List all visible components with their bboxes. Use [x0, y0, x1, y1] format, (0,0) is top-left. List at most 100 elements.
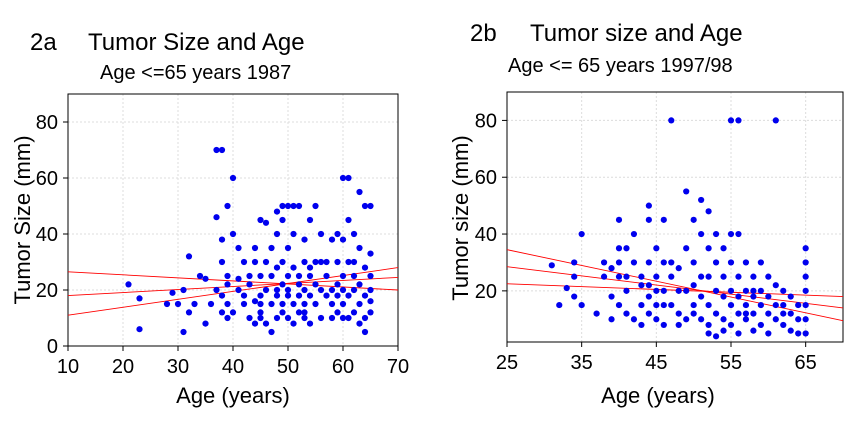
panel-a-data-point	[207, 300, 215, 308]
panel-b-data-point	[698, 230, 705, 238]
panel-a-data-point	[185, 253, 193, 260]
panel-a-data-point	[328, 236, 336, 243]
panel-a-data-point	[361, 328, 369, 336]
panel-a-data-point	[218, 236, 226, 243]
panel-b-data-point	[705, 273, 712, 280]
panel-a-data-point	[284, 244, 292, 252]
panel-a-data-point	[290, 320, 297, 327]
panel-a-data-point	[213, 286, 220, 294]
panel-a-data-point	[279, 309, 286, 316]
panel-b-y-tick-label: 20	[475, 281, 497, 303]
panel-a-data-point	[367, 286, 374, 294]
panel-a-x-tick-label: 60	[332, 356, 354, 378]
panel-a-data-point	[235, 286, 242, 294]
panel-a-title: Tumor Size and Age	[88, 29, 305, 56]
panel-a-data-point	[334, 281, 341, 288]
panel-a-label: 2a	[30, 29, 57, 56]
panel-b-data-point	[623, 310, 630, 317]
panel-a-data-point	[262, 286, 270, 294]
panel-a-data-point	[262, 219, 270, 226]
panel-b-data-point	[780, 301, 787, 309]
panel-b-data-point	[742, 316, 750, 323]
panel-b-x-tick-label: 35	[571, 352, 593, 374]
panel-b-data-point	[608, 265, 615, 272]
panel-a-data-point	[356, 188, 363, 196]
panel-a-data-point	[295, 202, 303, 210]
panel-a-data-point	[180, 286, 187, 294]
panel-b-data-point	[735, 273, 742, 280]
panel-a-data-point	[262, 258, 270, 266]
panel-a-data-point	[268, 272, 275, 280]
panel-a-data-point	[367, 272, 374, 280]
panel-b-data-point	[705, 245, 712, 252]
panel-b-data-point	[668, 301, 675, 309]
panel-a-data-point	[290, 202, 297, 210]
panel-a-data-point	[279, 300, 286, 308]
panel-a-data-point	[125, 281, 132, 288]
panel-b-xlabel: Age (years)	[601, 383, 715, 408]
panel-a-data-point	[246, 272, 253, 280]
panel-a-data-point	[279, 216, 286, 224]
panel-a-data-point	[361, 264, 369, 271]
panel-a-data-point	[361, 314, 369, 322]
panel-a-data-point	[257, 314, 264, 322]
panel-a-data-point	[295, 292, 303, 299]
panel-a-data-point	[317, 258, 325, 266]
panel-b-data-point	[750, 287, 757, 294]
panel-a-data-point	[169, 289, 176, 296]
panel-b-data-point	[698, 196, 705, 204]
panel-b-data-point	[690, 282, 697, 289]
panel-b-data-point	[757, 259, 764, 266]
panel-b-data-point	[802, 316, 809, 323]
panel-b-data-point	[735, 330, 742, 337]
panel-a-data-point	[279, 202, 286, 210]
panel-b-data-point	[675, 265, 682, 272]
panel-b-data-point	[802, 287, 809, 294]
panel-a-data-point	[257, 216, 264, 224]
panel-a-data-point	[251, 298, 259, 305]
panel-a-x-tick-label: 50	[277, 356, 299, 378]
panel-a-data-point	[295, 309, 303, 316]
panel-b-data-point	[727, 321, 735, 329]
panel-b-data-point	[802, 301, 809, 309]
panel-b-data-point	[571, 293, 578, 300]
panel-b-data-point	[772, 316, 779, 323]
panel-b-data-point	[645, 216, 652, 223]
panel-a-data-point	[218, 309, 226, 316]
panel-b-data-point	[698, 293, 705, 300]
panel-a-ylabel: Tumor Size (mm)	[10, 135, 35, 304]
panel-b-data-point	[795, 301, 802, 309]
panel-a-data-point	[284, 292, 292, 299]
panel-a-data-point	[273, 230, 281, 238]
panel-b-data-point	[720, 316, 727, 323]
panel-a-data-point	[224, 272, 231, 280]
panel-b-data-point	[660, 301, 667, 309]
panel-b-data-point	[742, 259, 750, 266]
panel-b-data-point	[645, 310, 652, 317]
panel-b-x-tick-label: 65	[795, 352, 817, 374]
panel-b-data-point	[705, 301, 712, 309]
panel-a-data-point	[246, 281, 253, 288]
panel-a-data-point	[339, 314, 347, 322]
panel-b-data-point	[765, 330, 772, 337]
panel-a-data-point	[273, 208, 281, 215]
panel-a-data-point	[224, 314, 231, 322]
panel-a-data-point	[279, 258, 286, 266]
panel-b-data-point	[727, 259, 735, 266]
panel-a-data-point	[339, 286, 347, 294]
panel-b-data-point	[727, 287, 735, 294]
panel-b-x-tick-label: 45	[645, 352, 667, 374]
panel-b-data-point	[742, 310, 750, 317]
panel-a-data-point	[339, 174, 347, 182]
panel-a-data-point	[356, 300, 363, 308]
panel-a-data-point	[251, 244, 259, 252]
panel-a-data-point	[290, 230, 297, 238]
panel-a-data-point	[290, 300, 297, 308]
panel-a-data-point	[213, 214, 220, 221]
panel-a-data-point	[306, 272, 314, 280]
panel-b-data-point	[735, 230, 742, 238]
panel-b-data-point	[705, 321, 712, 329]
panel-a-data-point	[367, 298, 374, 305]
panel-b-fit-line	[507, 249, 843, 322]
